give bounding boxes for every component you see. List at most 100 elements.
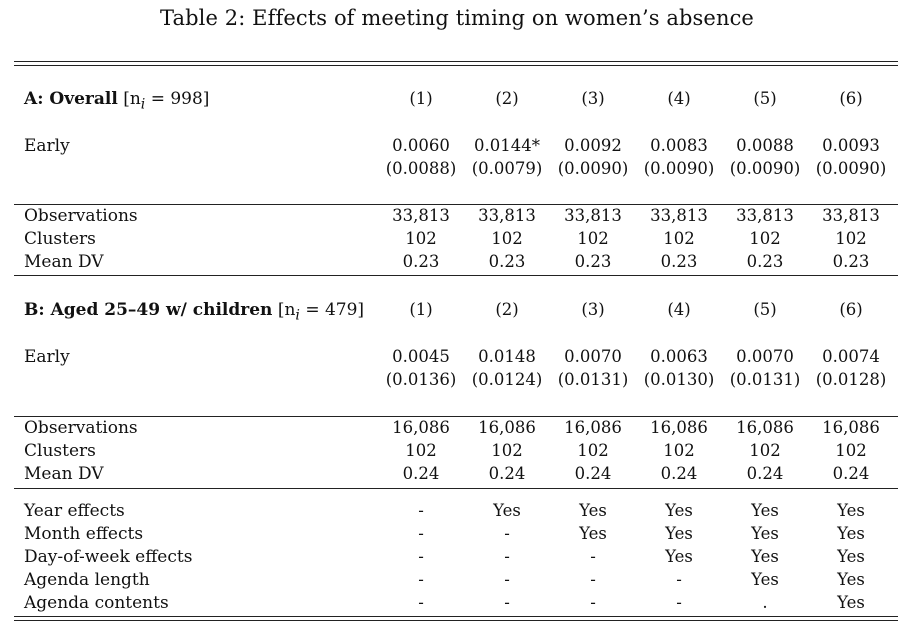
control-cell: - <box>418 547 424 566</box>
stat-cell: 0.24 <box>574 464 612 483</box>
se-cell: (0.0090) <box>815 159 887 178</box>
stat-cell: 102 <box>663 229 695 248</box>
stat-cell: 16,086 <box>478 418 536 437</box>
stat-cell: 0.24 <box>488 464 526 483</box>
control-cell: Yes <box>665 501 693 520</box>
stat-cell: 102 <box>491 229 523 248</box>
row-label: Year effects <box>24 501 125 521</box>
se-cell: (0.0131) <box>729 370 801 389</box>
coef-cell: 0.0092 <box>564 136 622 155</box>
control-cell: - <box>504 593 510 612</box>
control-cell: - <box>504 570 510 589</box>
stat-cell: 33,813 <box>478 206 536 225</box>
col-number: (1) <box>409 300 433 319</box>
coef-cell: 0.0045 <box>392 347 450 366</box>
row-label: Agenda length <box>24 570 150 590</box>
control-cell: Yes <box>665 524 693 543</box>
control-cell: - <box>590 570 596 589</box>
control-cell: - <box>676 593 682 612</box>
panel-b-stat-row: Mean DV 0.24 0.24 0.24 0.24 0.24 0.24 <box>0 463 914 485</box>
row-label: Early <box>24 347 70 367</box>
control-cell: - <box>418 570 424 589</box>
se-cell: (0.0130) <box>643 370 715 389</box>
stat-cell: 102 <box>835 229 867 248</box>
coef-cell: 0.0083 <box>650 136 708 155</box>
control-cell: Yes <box>837 547 865 566</box>
stat-cell: 0.23 <box>832 252 870 271</box>
control-cell: Yes <box>751 524 779 543</box>
stat-cell: 16,086 <box>650 418 708 437</box>
stat-cell: 0.23 <box>402 252 440 271</box>
row-label: Mean DV <box>24 252 104 272</box>
stat-cell: 33,813 <box>564 206 622 225</box>
se-cell: (0.0128) <box>815 370 887 389</box>
control-cell: - <box>504 547 510 566</box>
bottom-rule-second <box>14 620 898 621</box>
control-cell: Yes <box>751 547 779 566</box>
control-cell: - <box>504 524 510 543</box>
stat-cell: 33,813 <box>822 206 880 225</box>
control-cell: Yes <box>837 570 865 589</box>
stat-cell: 102 <box>405 441 437 460</box>
stat-cell: 102 <box>663 441 695 460</box>
panel-b-se-row: (0.0136) (0.0124) (0.0131) (0.0130) (0.0… <box>0 369 914 391</box>
panel-b-stat-row: Observations 16,086 16,086 16,086 16,086… <box>0 417 914 439</box>
control-cell: Yes <box>493 501 521 520</box>
control-row: Year effects - Yes Yes Yes Yes Yes <box>0 500 914 522</box>
col-number: (2) <box>495 89 519 108</box>
col-number: (6) <box>839 300 863 319</box>
col-number: (3) <box>581 300 605 319</box>
stat-cell: 0.23 <box>488 252 526 271</box>
stat-cell: 33,813 <box>392 206 450 225</box>
panel-a-se-row: (0.0088) (0.0079) (0.0090) (0.0090) (0.0… <box>0 158 914 180</box>
coef-cell: 0.0093 <box>822 136 880 155</box>
panel-b-header-row: B: Aged 25–49 w/ children [ni = 479] (1)… <box>0 299 914 323</box>
stat-cell: 0.24 <box>746 464 784 483</box>
stat-cell: 0.24 <box>660 464 698 483</box>
bottom-rule <box>14 616 898 617</box>
stat-cell: 16,086 <box>392 418 450 437</box>
panel-b-stat-row: Clusters 102 102 102 102 102 102 <box>0 440 914 462</box>
stat-cell: 16,086 <box>822 418 880 437</box>
col-number: (5) <box>753 89 777 108</box>
stat-cell: 0.24 <box>832 464 870 483</box>
se-cell: (0.0090) <box>729 159 801 178</box>
se-cell: (0.0124) <box>471 370 543 389</box>
panel-a-header-row: A: Overall [ni = 998] (1) (2) (3) (4) (5… <box>0 88 914 112</box>
stat-cell: 102 <box>577 229 609 248</box>
col-number: (1) <box>409 89 433 108</box>
row-label: Clusters <box>24 229 96 249</box>
coef-cell: 0.0070 <box>564 347 622 366</box>
control-row: Agenda contents - - - - . Yes <box>0 592 914 614</box>
control-cell: Yes <box>665 547 693 566</box>
control-cell: - <box>418 501 424 520</box>
row-label: Observations <box>24 418 138 438</box>
top-rule-second <box>14 65 898 66</box>
se-cell: (0.0090) <box>643 159 715 178</box>
stat-cell: 0.24 <box>402 464 440 483</box>
control-cell: Yes <box>579 501 607 520</box>
panel-b-early-row: Early 0.0045 0.0148 0.0070 0.0063 0.0070… <box>0 346 914 368</box>
control-cell: - <box>418 593 424 612</box>
row-label: Clusters <box>24 441 96 461</box>
control-cell: - <box>676 570 682 589</box>
control-cell: Yes <box>837 593 865 612</box>
table-title: Table 2: Effects of meeting timing on wo… <box>160 6 754 30</box>
panel-a-stat-row: Mean DV 0.23 0.23 0.23 0.23 0.23 0.23 <box>0 251 914 273</box>
col-number: (5) <box>753 300 777 319</box>
row-label: Early <box>24 136 70 156</box>
control-row: Day-of-week effects - - - Yes Yes Yes <box>0 546 914 568</box>
controls-rule <box>14 488 898 489</box>
stat-cell: 102 <box>749 441 781 460</box>
coef-cell: 0.0144* <box>474 136 540 155</box>
col-number: (4) <box>667 300 691 319</box>
panel-divider <box>14 275 898 276</box>
coef-cell: 0.0074 <box>822 347 880 366</box>
coef-cell: 0.0063 <box>650 347 708 366</box>
row-label: Month effects <box>24 524 144 544</box>
col-number: (2) <box>495 300 519 319</box>
coef-cell: 0.0070 <box>736 347 794 366</box>
se-cell: (0.0079) <box>471 159 543 178</box>
row-label: Agenda contents <box>24 593 169 613</box>
stat-cell: 33,813 <box>736 206 794 225</box>
